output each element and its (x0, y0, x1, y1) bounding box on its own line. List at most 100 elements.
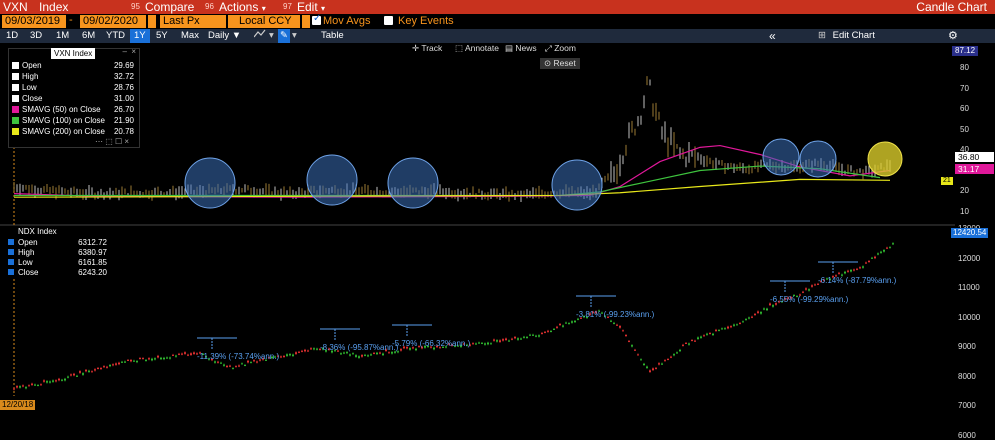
reset-button[interactable]: ⊙ Reset (540, 58, 580, 69)
currency-dropdown[interactable] (301, 15, 310, 28)
ndx-candle (862, 266, 864, 268)
ndx-candle (577, 318, 579, 320)
y-axis: 8070605040302010 13000120001100010000900… (941, 46, 995, 440)
ndx-candle (520, 338, 522, 340)
ndx-candle (163, 357, 165, 360)
legend-row: SMAVG (200) on Close 20.78 (12, 127, 134, 137)
ndx-candle (412, 347, 414, 349)
range-1d[interactable]: 1D (6, 30, 19, 41)
range-1y[interactable]: 1Y (130, 29, 150, 43)
ndx-candle (775, 303, 777, 305)
ticker-field[interactable]: VXN Index (3, 0, 68, 14)
ndx-candle (637, 354, 639, 356)
drawdown-annotation: -6.14% (-87.79%ann.) (818, 276, 897, 285)
ndx-candle (562, 325, 564, 327)
chevron-down-icon: ▾ (261, 4, 266, 13)
legend-swatch (8, 259, 14, 265)
frequency-select[interactable]: Daily ▼ (208, 29, 241, 43)
legend-label: SMAVG (100) on Close (22, 116, 105, 125)
y-tick-label: 6000 (958, 430, 976, 440)
price-field-dropdown[interactable] (227, 15, 236, 28)
legend-tools-icons[interactable]: ⋯ ⬚ ☐ × (95, 137, 130, 146)
ndx-candle (889, 247, 891, 249)
ndx-candle (58, 378, 60, 381)
ndx-candle (796, 296, 798, 298)
table-button[interactable]: Table (321, 30, 344, 41)
chart-plot-area[interactable]: DecJanFebMarAprMayJunJulAugSepOctNovDecJ… (0, 47, 955, 419)
actions-button[interactable]: Actions ▾ (219, 0, 266, 14)
draw-tool-icon[interactable]: ✎ (278, 29, 290, 43)
ndx-candle (436, 345, 438, 348)
y-tick-label: 70 (960, 83, 969, 93)
ndx-candle (124, 361, 126, 363)
range-3d[interactable]: 3D (30, 30, 43, 41)
sma-200-line (13, 178, 891, 198)
legend-value: 6161.85 (78, 258, 107, 267)
y-tick-label: 12000 (958, 253, 981, 263)
y-tick-label: 80 (960, 63, 969, 72)
currency-select[interactable]: Local CCY (236, 15, 300, 28)
edit-button[interactable]: Edit ▾ (297, 0, 325, 14)
ndx-candle (373, 352, 375, 354)
end-date-input[interactable]: 09/02/2020 (80, 15, 146, 28)
compare-button[interactable]: Compare (145, 0, 195, 14)
legend-label: Close (22, 94, 43, 103)
mov-avgs-label[interactable]: Mov Avgs (323, 15, 371, 27)
ndx-candle (283, 356, 285, 358)
range-6m[interactable]: 6M (82, 30, 96, 41)
legend-label: High (22, 72, 39, 81)
ndx-candle (319, 348, 321, 350)
ndx-candle (805, 288, 807, 290)
ndx-candle (271, 356, 273, 359)
news-tool[interactable]: ▤ News (505, 43, 537, 54)
chevron-down-icon: ▾ (321, 4, 326, 13)
start-date-input[interactable]: 09/03/2019 (2, 15, 66, 28)
line-chart-icon[interactable] (253, 29, 266, 43)
legend-label: Open (22, 61, 42, 70)
legend-row: Low 6161.85 (8, 258, 107, 268)
legend-minimize-icon[interactable]: – (122, 47, 127, 56)
annotate-tool[interactable]: ⬚ Annotate (455, 43, 499, 54)
edit-chart-button[interactable]: ⊞ Edit Chart (818, 29, 875, 43)
ndx-candle (244, 365, 246, 367)
ndx-candle (301, 350, 303, 352)
ndx-candle (535, 335, 537, 337)
gear-icon[interactable]: ⚙ (948, 30, 958, 42)
ndx-candle (343, 352, 345, 354)
key-events-label[interactable]: Key Events (398, 15, 454, 27)
ndx-candle (499, 340, 501, 342)
ndx-candle (409, 348, 411, 350)
ndx-candle (883, 250, 885, 252)
legend-close-icon[interactable]: × (131, 47, 136, 56)
ndx-candle (403, 346, 405, 349)
ndx-candle (571, 321, 573, 323)
collapse-icon[interactable]: « (769, 29, 776, 43)
track-tool[interactable]: ✛ Track (412, 43, 442, 54)
ndx-candle (478, 342, 480, 344)
mov-avgs-checkbox[interactable]: ✓ (312, 13, 321, 25)
ndx-candle (448, 343, 450, 345)
ndx-price-tag: 12420.54 (951, 228, 989, 238)
ndx-candle (649, 370, 651, 372)
draw-tool-dropdown[interactable]: ▾ (292, 30, 297, 41)
ndx-candle (103, 366, 105, 368)
ndx-candle (661, 363, 663, 365)
sma-tag: 31.17 (955, 164, 994, 174)
range-1m[interactable]: 1M (56, 30, 70, 41)
ndx-candle (187, 354, 189, 356)
zoom-tool[interactable]: ⤢ Zoom (545, 43, 576, 54)
price-field-select[interactable]: Last Px (160, 15, 226, 28)
key-events-checkbox[interactable] (384, 16, 393, 25)
ndx-candle (709, 333, 711, 335)
ndx-candle (70, 374, 72, 376)
range-5y[interactable]: 5Y (156, 30, 168, 41)
chart-type-dropdown[interactable]: ▾ (269, 30, 274, 41)
top-value-tag: 87.12 (952, 46, 979, 56)
date-dropdown[interactable] (147, 15, 156, 28)
range-ytd[interactable]: YTD (106, 30, 125, 41)
ndx-candle (112, 364, 114, 366)
legend-row: Close 6243.20 (8, 268, 107, 278)
range-max[interactable]: Max (181, 30, 199, 41)
ndx-candle (166, 357, 168, 359)
ndx-candle (802, 291, 804, 293)
